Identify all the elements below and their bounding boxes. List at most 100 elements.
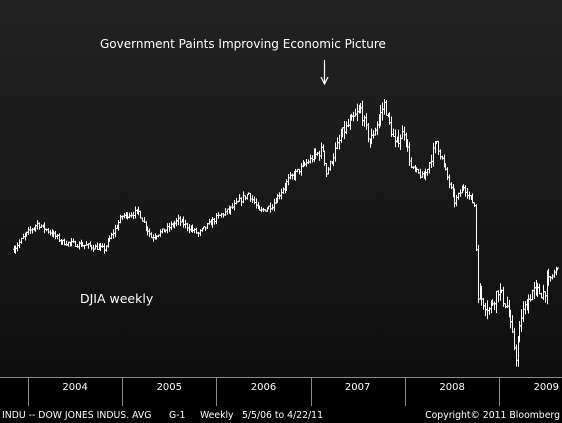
x-tick-label: 2007 bbox=[345, 382, 370, 393]
x-tick-label: 2008 bbox=[439, 382, 464, 393]
price-bar bbox=[354, 108, 357, 117]
time-axis-band bbox=[0, 377, 562, 406]
price-bar bbox=[511, 315, 514, 334]
price-bar bbox=[399, 134, 402, 150]
price-bar bbox=[343, 121, 346, 140]
price-bar bbox=[336, 137, 339, 150]
price-bar bbox=[428, 162, 431, 174]
price-bar bbox=[242, 191, 245, 204]
price-bar bbox=[175, 218, 178, 227]
x-tick-label: 2006 bbox=[251, 382, 276, 393]
price-bar bbox=[392, 128, 395, 137]
price-bar bbox=[441, 155, 444, 160]
price-bar bbox=[361, 100, 364, 126]
price-bar bbox=[383, 99, 386, 115]
footer-frequency: Weekly bbox=[200, 410, 234, 421]
price-bar bbox=[347, 119, 350, 128]
price-bar bbox=[538, 283, 541, 295]
price-bar bbox=[553, 269, 556, 278]
price-bar bbox=[356, 103, 359, 122]
price-bar bbox=[332, 153, 335, 167]
price-bar bbox=[466, 188, 469, 199]
price-bar bbox=[78, 241, 81, 250]
price-bar bbox=[334, 142, 337, 162]
price-bar bbox=[197, 231, 200, 237]
price-bar bbox=[249, 192, 252, 202]
price-bar bbox=[300, 163, 303, 176]
chart-title: Government Paints Improving Economic Pic… bbox=[100, 37, 386, 51]
price-bar bbox=[92, 244, 95, 252]
price-bar bbox=[403, 126, 406, 141]
price-bar bbox=[74, 240, 77, 247]
price-bar bbox=[255, 198, 258, 209]
price-bar bbox=[114, 224, 117, 238]
price-bar bbox=[316, 152, 319, 156]
price-bar bbox=[159, 229, 162, 238]
price-bar bbox=[320, 142, 323, 159]
price-bar bbox=[233, 200, 236, 211]
price-bar bbox=[38, 222, 41, 230]
price-bar bbox=[394, 129, 397, 148]
price-bar bbox=[374, 127, 377, 136]
price-bar bbox=[16, 242, 19, 252]
price-bar bbox=[551, 274, 554, 280]
footer-security: INDU -- DOW JONES INDUS. AVG bbox=[2, 410, 151, 421]
x-axis-ticks: 2004 2005 2006 2007 2008 2009 bbox=[28, 378, 559, 406]
price-bar bbox=[226, 208, 229, 215]
price-bar bbox=[363, 115, 366, 127]
price-bar bbox=[47, 228, 50, 234]
price-bar bbox=[556, 267, 559, 271]
series-label: DJIA weekly bbox=[80, 291, 154, 306]
price-bar bbox=[188, 224, 191, 234]
price-bar bbox=[36, 220, 39, 230]
price-bar bbox=[338, 134, 341, 150]
price-bar bbox=[513, 327, 516, 351]
price-bar bbox=[235, 197, 238, 205]
price-bars bbox=[13, 99, 559, 367]
price-bar bbox=[139, 210, 142, 219]
price-bar bbox=[544, 291, 547, 303]
price-bar bbox=[148, 228, 151, 238]
price-bar bbox=[150, 232, 153, 239]
footer-band bbox=[0, 406, 562, 423]
price-bar bbox=[486, 300, 489, 320]
price-bar bbox=[408, 142, 411, 166]
price-bar bbox=[43, 222, 46, 234]
price-bar bbox=[311, 155, 314, 163]
price-bar bbox=[166, 223, 169, 234]
price-bar bbox=[410, 157, 413, 169]
price-bar bbox=[177, 214, 180, 226]
price-bar bbox=[204, 226, 207, 231]
price-bar bbox=[179, 216, 182, 226]
price-bar bbox=[83, 244, 86, 250]
footer-chart-code: G-1 bbox=[169, 410, 186, 421]
price-bar bbox=[432, 142, 435, 167]
price-bar bbox=[31, 228, 34, 234]
price-bar bbox=[493, 301, 496, 311]
price-bar bbox=[352, 111, 355, 122]
price-bar bbox=[439, 149, 442, 160]
price-bar bbox=[253, 196, 256, 205]
price-bar bbox=[54, 231, 57, 240]
price-bar bbox=[309, 154, 312, 164]
price-bar bbox=[291, 173, 294, 180]
footer-date-range: 5/5/06 to 4/22/11 bbox=[242, 410, 323, 421]
price-bar bbox=[421, 171, 424, 178]
price-bar bbox=[327, 167, 330, 175]
price-bar bbox=[96, 242, 99, 250]
price-bar bbox=[345, 121, 348, 135]
price-bar bbox=[524, 301, 527, 315]
price-bar bbox=[18, 239, 21, 249]
price-bar bbox=[273, 198, 276, 212]
price-bar bbox=[282, 187, 285, 194]
price-bar bbox=[231, 203, 234, 209]
price-bar bbox=[94, 244, 97, 250]
price-bar bbox=[522, 301, 525, 322]
price-bar bbox=[495, 290, 498, 313]
price-bar bbox=[186, 222, 189, 232]
price-bar bbox=[529, 294, 532, 302]
price-bar bbox=[56, 234, 59, 240]
price-bar bbox=[103, 243, 106, 254]
